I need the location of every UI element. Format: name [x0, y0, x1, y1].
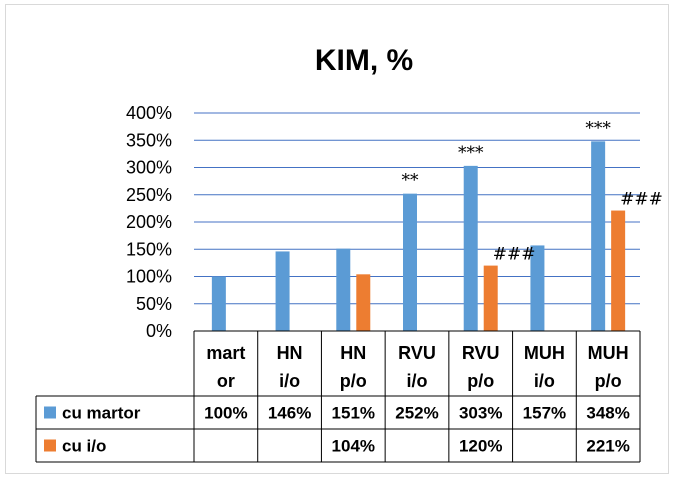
- bar-cu-martor-6: [591, 141, 606, 331]
- y-tick-label: 0%: [146, 321, 172, 341]
- data-label: 120%: [459, 437, 502, 456]
- significance-annotation: ###: [620, 190, 663, 210]
- data-label: 104%: [332, 437, 375, 456]
- data-label: 100%: [204, 404, 247, 423]
- category-label: i/o: [279, 371, 300, 391]
- bar-cu-i-o-4: [483, 265, 498, 331]
- y-tick-label: 400%: [126, 103, 172, 123]
- y-tick-label: 300%: [126, 158, 172, 178]
- category-label: HN: [340, 343, 366, 363]
- data-label: 348%: [586, 404, 629, 423]
- category-label: or: [217, 371, 235, 391]
- category-label: RVU: [462, 343, 500, 363]
- category-label: i/o: [407, 371, 428, 391]
- bar-cu-i-o-2: [356, 274, 371, 331]
- category-label: p/o: [467, 371, 494, 391]
- significance-annotation: ***: [585, 118, 611, 138]
- bar-cu-martor-0: [211, 276, 226, 331]
- data-label: 146%: [268, 404, 311, 423]
- y-tick-label: 350%: [126, 130, 172, 150]
- data-table: mart or HN i/o HN p/o RVU i/o RVU p/o MUH i/o MUH p/o…: [35, 330, 641, 463]
- category-label: p/o: [340, 371, 367, 391]
- category-label: MUH: [588, 343, 629, 363]
- legend-swatch-0: [44, 406, 56, 419]
- category-label: i/o: [534, 371, 555, 391]
- category-label: p/o: [595, 371, 622, 391]
- y-tick-label: 250%: [126, 185, 172, 205]
- chart-title: KIM, %: [315, 44, 413, 77]
- legend-swatch-1: [44, 439, 56, 452]
- data-label: 151%: [332, 404, 375, 423]
- data-label: 252%: [395, 404, 438, 423]
- legend-label: cu i/o: [62, 437, 106, 456]
- bar-cu-martor-5: [530, 245, 545, 331]
- annotations: ********######: [402, 118, 663, 264]
- category-label: HN: [277, 343, 303, 363]
- bar-cu-i-o-6: [611, 210, 626, 331]
- y-axis-ticks: 0% 50% 100% 150% 200% 250% 300% 350% 400%: [126, 103, 172, 341]
- y-tick-label: 200%: [126, 212, 172, 232]
- y-tick-label: 100%: [126, 267, 172, 287]
- y-tick-label: 50%: [136, 294, 172, 314]
- category-label: MUH: [524, 343, 565, 363]
- significance-annotation: **: [402, 171, 420, 191]
- significance-annotation: ###: [493, 245, 536, 265]
- data-label: 221%: [586, 437, 629, 456]
- data-label: 303%: [459, 404, 502, 423]
- bars: [211, 141, 626, 331]
- significance-annotation: ***: [458, 143, 484, 163]
- bar-cu-martor-3: [403, 193, 417, 331]
- bar-cu-martor-1: [275, 251, 290, 331]
- bar-cu-martor-4: [463, 165, 478, 331]
- category-label: RVU: [398, 343, 436, 363]
- category-label: mart: [206, 343, 245, 363]
- data-label: 157%: [523, 404, 566, 423]
- y-tick-label: 150%: [126, 239, 172, 259]
- legend-label: cu martor: [62, 404, 141, 423]
- bar-cu-martor-2: [336, 248, 351, 331]
